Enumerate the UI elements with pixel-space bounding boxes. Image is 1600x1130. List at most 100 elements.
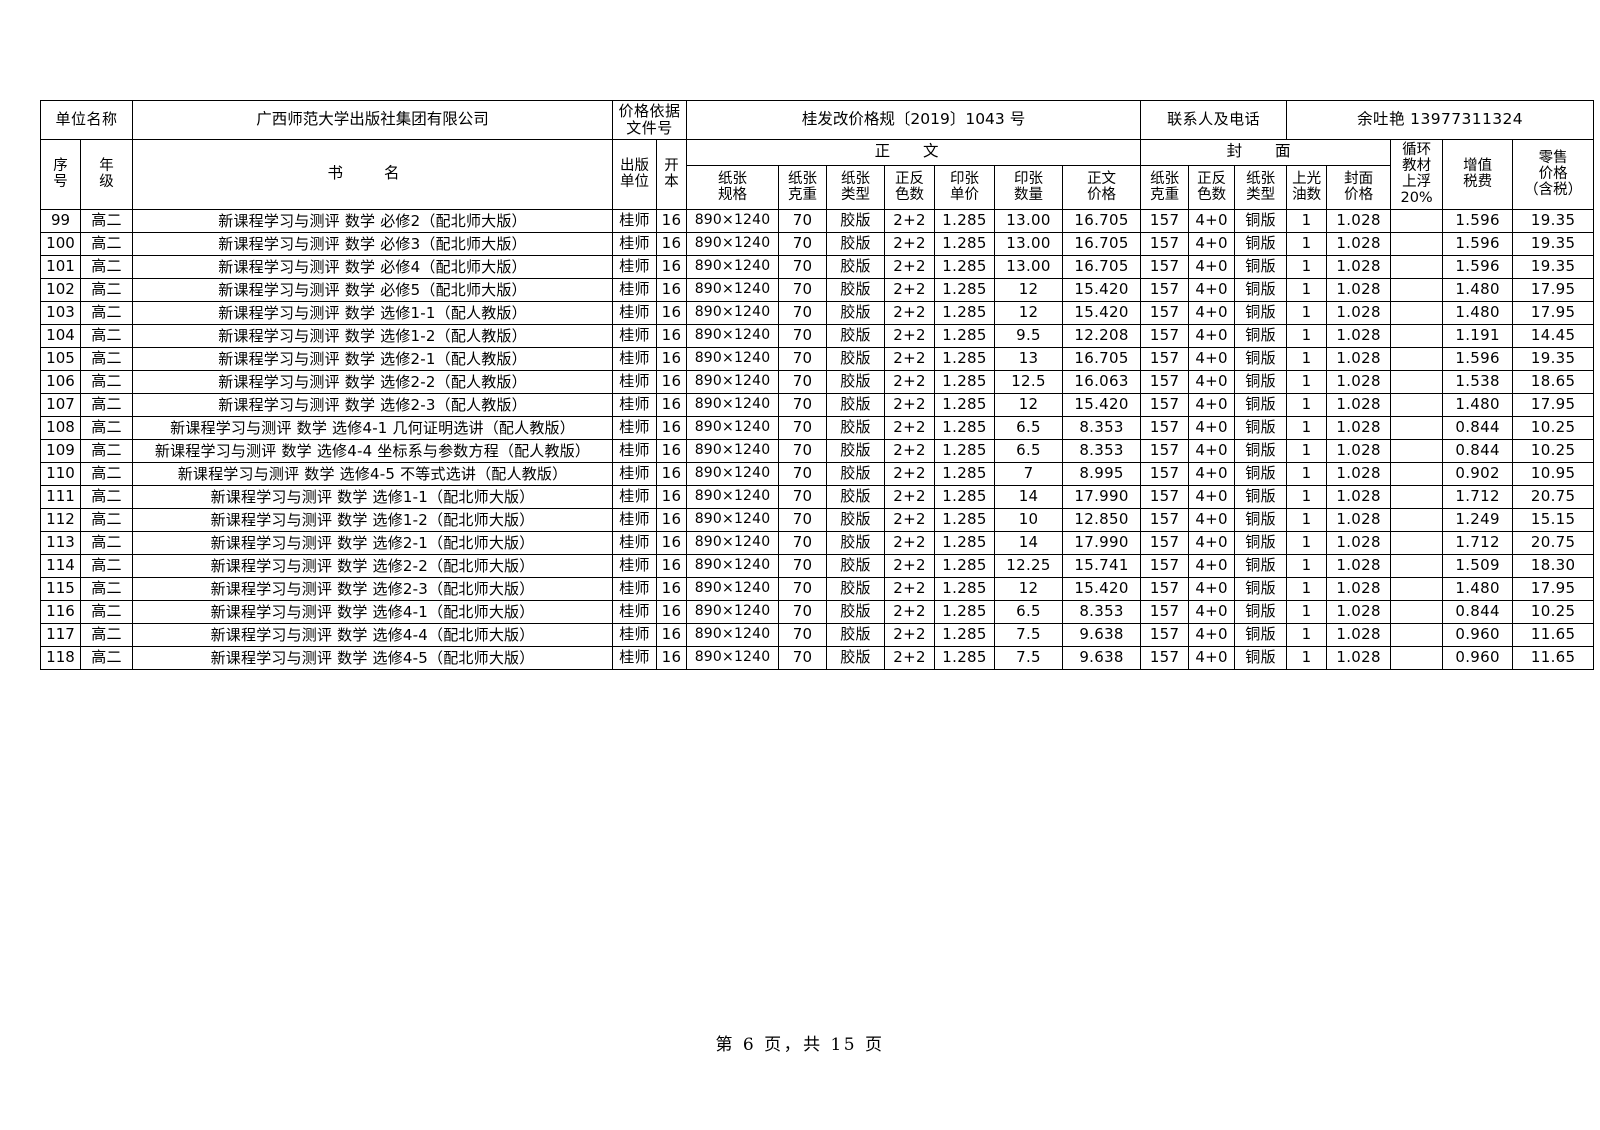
cell-recycle: [1390, 323, 1444, 348]
cell-seq: 116: [40, 599, 81, 624]
cell-paper-type: 胶版: [826, 484, 886, 509]
cell-tax: 1.712: [1442, 484, 1514, 509]
col-paper-gram-line1: 纸张: [788, 171, 818, 188]
col-publisher-line1: 出版: [620, 157, 650, 174]
col-oil-line2: 油数: [1292, 187, 1322, 204]
cell-format: 16: [656, 231, 688, 256]
cell-text-price: 17.990: [1062, 484, 1142, 509]
cell-cover-price: 1.028: [1326, 507, 1392, 532]
cell-cover-color: 4+0: [1188, 392, 1236, 417]
cell-format: 16: [656, 599, 688, 624]
cell-unit-price: 1.285: [934, 461, 996, 486]
col-cover-color-line2: 色数: [1197, 187, 1227, 204]
cell-seq: 114: [40, 553, 81, 578]
col-paper-spec-line2: 规格: [718, 187, 748, 204]
cell-cover-type: 铜版: [1234, 645, 1288, 670]
table-row: 108 高二 新课程学习与测评 数学 选修4-1 几何证明选讲（配人教版） 桂师 16 8…: [40, 415, 1595, 440]
cell-tax: 0.844: [1442, 599, 1514, 624]
cell-cover-color: 4+0: [1188, 300, 1236, 325]
cell-bookname: 新课程学习与测评 数学 选修4-5 不等式选讲（配人教版）: [132, 461, 614, 486]
cell-bookname: 新课程学习与测评 数学 选修4-4 坐标系与参数方程（配人教版）: [132, 438, 614, 463]
cell-recycle: [1390, 254, 1444, 279]
cell-grade: 高二: [79, 323, 134, 348]
cell-bookname: 新课程学习与测评 数学 选修1-2（配人教版）: [132, 323, 614, 348]
cell-cover-price: 1.028: [1326, 622, 1392, 647]
cell-format: 16: [656, 369, 688, 394]
col-tax-line1: 增值: [1463, 157, 1493, 174]
cell-publisher: 桂师: [612, 484, 658, 509]
cell-publisher: 桂师: [612, 507, 658, 532]
cell-format: 16: [656, 553, 688, 578]
cell-color: 2+2: [884, 484, 936, 509]
table-row: 115 高二 新课程学习与测评 数学 选修2-3（配北师大版） 桂师 16 890×124…: [40, 576, 1595, 601]
page-footer: 第 6 页，共 15 页: [715, 1035, 885, 1055]
cell-grade: 高二: [79, 392, 134, 417]
cell-color: 2+2: [884, 277, 936, 302]
cell-cover-gram: 157: [1140, 231, 1190, 256]
col-retail-header: 零售 价格 （含税）: [1512, 138, 1595, 210]
col-bookname-header: 书 名: [132, 138, 614, 210]
cell-recycle: [1390, 208, 1444, 233]
cell-tax: 1.480: [1442, 576, 1514, 601]
cell-paper-type: 胶版: [826, 277, 886, 302]
cell-paper-spec: 890×1240: [686, 415, 780, 440]
cell-retail: 20.75: [1512, 484, 1595, 509]
cell-cover-color: 4+0: [1188, 599, 1236, 624]
cell-unit-price: 1.285: [934, 392, 996, 417]
cell-bookname: 新课程学习与测评 数学 选修1-1（配人教版）: [132, 300, 614, 325]
cell-recycle: [1390, 415, 1444, 440]
cell-text-price: 16.705: [1062, 346, 1142, 371]
table-row: 101 高二 新课程学习与测评 数学 必修4（配北师大版） 桂师 16 890×1240 7…: [40, 254, 1595, 279]
cell-oil: 1: [1286, 392, 1328, 417]
cell-text-price: 8.995: [1062, 461, 1142, 486]
col-format-header: 开 本: [656, 138, 688, 210]
cell-cover-type: 铜版: [1234, 484, 1288, 509]
cell-grade: 高二: [79, 645, 134, 670]
cell-recycle: [1390, 369, 1444, 394]
cell-format: 16: [656, 346, 688, 371]
cell-unit-price: 1.285: [934, 484, 996, 509]
cell-cover-color: 4+0: [1188, 254, 1236, 279]
cell-format: 16: [656, 415, 688, 440]
cell-seq: 101: [40, 254, 81, 279]
cell-text-price: 15.420: [1062, 392, 1142, 417]
cell-seq: 112: [40, 507, 81, 532]
cell-oil: 1: [1286, 323, 1328, 348]
cell-paper-type: 胶版: [826, 323, 886, 348]
cell-paper-spec: 890×1240: [686, 530, 780, 555]
cell-recycle: [1390, 622, 1444, 647]
cell-tax: 1.480: [1442, 277, 1514, 302]
cell-oil: 1: [1286, 576, 1328, 601]
table-row: 99 高二 新课程学习与测评 数学 必修2（配北师大版） 桂师 16 890×1240 70…: [40, 208, 1595, 233]
cell-oil: 1: [1286, 208, 1328, 233]
col-grade-line2: 级: [99, 174, 114, 191]
cell-tax: 1.538: [1442, 369, 1514, 394]
cell-sheet-qty: 14: [994, 484, 1064, 509]
cell-unit-price: 1.285: [934, 254, 996, 279]
cell-cover-price: 1.028: [1326, 277, 1392, 302]
col-paper-type-line1: 纸张: [841, 171, 871, 188]
cell-publisher: 桂师: [612, 208, 658, 233]
cell-cover-type: 铜版: [1234, 254, 1288, 279]
col-cover-type-line2: 类型: [1246, 187, 1276, 204]
cell-retail: 20.75: [1512, 530, 1595, 555]
cell-retail: 10.25: [1512, 438, 1595, 463]
cell-unit-price: 1.285: [934, 599, 996, 624]
cell-color: 2+2: [884, 553, 936, 578]
cell-cover-color: 4+0: [1188, 484, 1236, 509]
cell-tax: 1.191: [1442, 323, 1514, 348]
cell-seq: 113: [40, 530, 81, 555]
cell-bookname: 新课程学习与测评 数学 选修2-3（配北师大版）: [132, 576, 614, 601]
cell-color: 2+2: [884, 599, 936, 624]
col-unit-price-line2: 单价: [950, 187, 980, 204]
cell-paper-type: 胶版: [826, 300, 886, 325]
col-oil-line1: 上光: [1292, 171, 1322, 188]
cell-cover-type: 铜版: [1234, 300, 1288, 325]
cell-sheet-qty: 6.5: [994, 599, 1064, 624]
cell-paper-type: 胶版: [826, 622, 886, 647]
cell-cover-gram: 157: [1140, 254, 1190, 279]
cell-sheet-qty: 12: [994, 392, 1064, 417]
cell-retail: 18.30: [1512, 553, 1595, 578]
cell-sheet-qty: 12: [994, 300, 1064, 325]
